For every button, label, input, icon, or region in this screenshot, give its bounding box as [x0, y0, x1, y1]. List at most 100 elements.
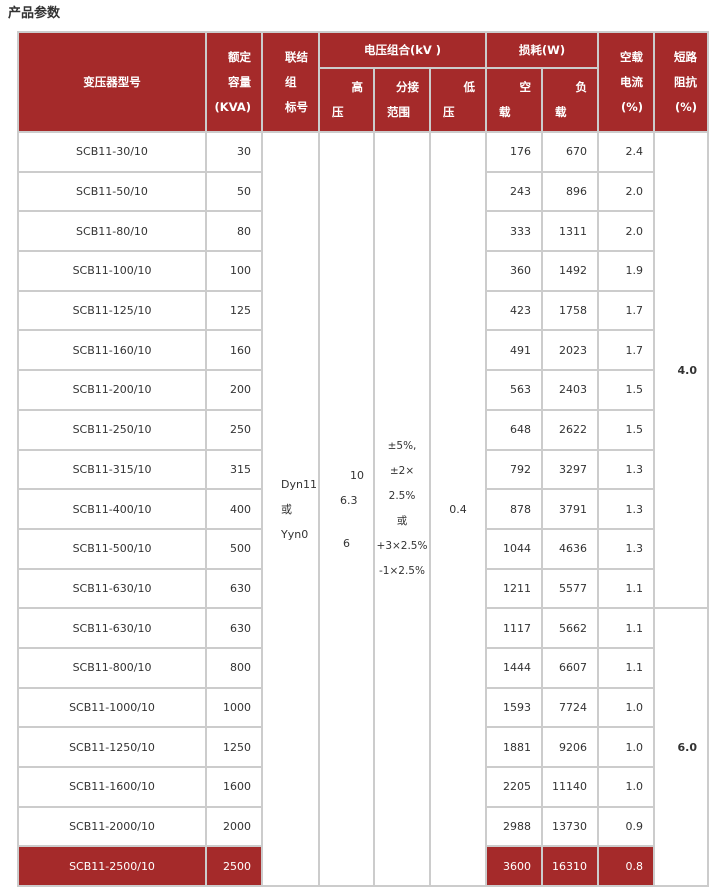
impedance-cell: 6.0: [653, 607, 709, 888]
load-loss-cell: 1311: [541, 210, 599, 253]
noload-loss-cell: 1044: [485, 527, 543, 570]
model-cell: SCB11-630/10: [17, 607, 207, 649]
noload-current-cell: 1.0: [597, 766, 655, 808]
noload-loss-cell: 2205: [485, 766, 543, 808]
capacity-cell: 1250: [205, 726, 263, 768]
model-cell: SCB11-100/10: [17, 250, 207, 292]
load-loss-cell: 1492: [541, 250, 599, 292]
noload-loss-cell: 563: [485, 369, 543, 411]
header-noload-loss: 空载: [485, 67, 543, 133]
table-row: SCB11-125/10 125 423 1758 1.7: [17, 289, 708, 332]
capacity-cell: 125: [205, 289, 263, 332]
table-row: SCB11-2500/10 2500 3600 16310 0.8: [17, 845, 708, 888]
noload-current-cell: 1.7: [597, 289, 655, 332]
load-loss-cell: 3297: [541, 448, 599, 491]
capacity-cell: 250: [205, 408, 263, 451]
model-cell: SCB11-400/10: [17, 488, 207, 530]
noload-current-cell: 1.9: [597, 250, 655, 292]
capacity-cell: 630: [205, 567, 263, 610]
load-loss-cell: 11140: [541, 766, 599, 808]
model-cell: SCB11-160/10: [17, 329, 207, 372]
model-cell: SCB11-315/10: [17, 448, 207, 491]
table-row: SCB11-315/10 315 792 3297 1.3: [17, 448, 708, 491]
model-cell: SCB11-80/10: [17, 210, 207, 253]
capacity-cell: 800: [205, 646, 263, 689]
table-row: SCB11-30/10 30 Dyn11 或 Yyn0 10 6.3 6 ±5%, ±2× 2.5%…: [17, 130, 709, 888]
table-row: SCB11-1250/10 1250 1881 9206 1.0: [17, 726, 708, 768]
header-tap: 分接 范围: [373, 67, 431, 133]
noload-current-cell: 0.9: [597, 805, 655, 848]
noload-loss-cell: 1117: [485, 607, 543, 649]
load-loss-cell: 7724: [541, 686, 599, 729]
capacity-cell: 630: [205, 607, 263, 649]
header-capacity: 额定 容量 (KVA): [205, 31, 263, 133]
capacity-cell: 315: [205, 448, 263, 491]
table-row: SCB11-500/10 500 1044 4636 1.3: [17, 527, 708, 570]
noload-loss-cell: 1593: [485, 686, 543, 729]
load-loss-cell: 13730: [541, 805, 599, 848]
impedance-cell: 4.0: [653, 130, 709, 610]
noload-current-cell: 1.7: [597, 329, 655, 372]
model-cell: SCB11-50/10: [17, 170, 207, 213]
low-voltage-cell: 0.4: [429, 130, 487, 888]
model-cell: SCB11-1600/10: [17, 766, 207, 808]
noload-current-cell: 2.0: [597, 170, 655, 213]
load-loss-cell: 896: [541, 170, 599, 213]
header-connection: 联结组标号: [261, 31, 320, 133]
noload-current-cell: 1.3: [597, 527, 655, 570]
capacity-cell: 1000: [205, 686, 263, 729]
header-hv: 高压: [318, 67, 375, 133]
load-loss-cell: 9206: [541, 726, 599, 768]
noload-current-cell: 0.8: [597, 845, 655, 888]
load-loss-cell: 16310: [541, 845, 599, 888]
noload-current-cell: 1.0: [597, 686, 655, 729]
table-row: SCB11-100/10 100 360 1492 1.9: [17, 250, 708, 292]
table-row: SCB11-630/10 630 1117 5662 1.1 6.0: [17, 607, 709, 888]
load-loss-cell: 6607: [541, 646, 599, 689]
table-row: SCB11-80/10 80 333 1311 2.0: [17, 210, 708, 253]
model-cell: SCB11-500/10: [17, 527, 207, 570]
table-row: SCB11-250/10 250 648 2622 1.5: [17, 408, 708, 451]
header-lv: 低压: [429, 67, 487, 133]
noload-current-cell: 2.0: [597, 210, 655, 253]
noload-loss-cell: 878: [485, 488, 543, 530]
header-loss: 损耗(W): [485, 31, 599, 69]
noload-current-cell: 1.1: [597, 607, 655, 649]
capacity-cell: 2500: [205, 845, 263, 888]
product-parameter-table: 变压器型号 额定 容量 (KVA) 联结组标号 电压组合(kV ) 损耗(W) 空载…: [17, 31, 709, 888]
model-cell: SCB11-2000/10: [17, 805, 207, 848]
noload-loss-cell: 491: [485, 329, 543, 372]
capacity-cell: 2000: [205, 805, 263, 848]
noload-loss-cell: 648: [485, 408, 543, 451]
model-cell: SCB11-250/10: [17, 408, 207, 451]
noload-current-cell: 1.0: [597, 726, 655, 768]
model-cell: SCB11-800/10: [17, 646, 207, 689]
table-row: SCB11-1600/10 1600 2205 11140 1.0: [17, 766, 708, 808]
model-cell: SCB11-2500/10: [17, 845, 207, 888]
table-row: SCB11-200/10 200 563 2403 1.5: [17, 369, 708, 411]
capacity-cell: 80: [205, 210, 263, 253]
noload-current-cell: 1.3: [597, 488, 655, 530]
noload-current-cell: 1.5: [597, 408, 655, 451]
connection-group-cell: Dyn11 或 Yyn0: [261, 130, 320, 888]
tap-range-cell: ±5%, ±2× 2.5% 或 +3×2.5% -1×2.5%: [373, 130, 431, 888]
model-cell: SCB11-630/10: [17, 567, 207, 610]
capacity-cell: 30: [205, 131, 263, 173]
model-cell: SCB11-30/10: [17, 131, 207, 173]
noload-loss-cell: 1211: [485, 567, 543, 610]
load-loss-cell: 5662: [541, 607, 599, 649]
noload-loss-cell: 360: [485, 250, 543, 292]
load-loss-cell: 2622: [541, 408, 599, 451]
load-loss-cell: 670: [541, 131, 599, 173]
header-impedance: 短路 阻抗 (%): [653, 31, 709, 133]
noload-loss-cell: 1444: [485, 646, 543, 689]
noload-loss-cell: 1881: [485, 726, 543, 768]
noload-current-cell: 2.4: [597, 131, 655, 173]
table-row: SCB11-1000/10 1000 1593 7724 1.0: [17, 686, 708, 729]
model-cell: SCB11-1250/10: [17, 726, 207, 768]
section-title: 产品参数: [8, 6, 61, 21]
capacity-cell: 50: [205, 170, 263, 213]
load-loss-cell: 2023: [541, 329, 599, 372]
header-noload-current: 空载 电流 (%): [597, 31, 655, 133]
noload-loss-cell: 2988: [485, 805, 543, 848]
